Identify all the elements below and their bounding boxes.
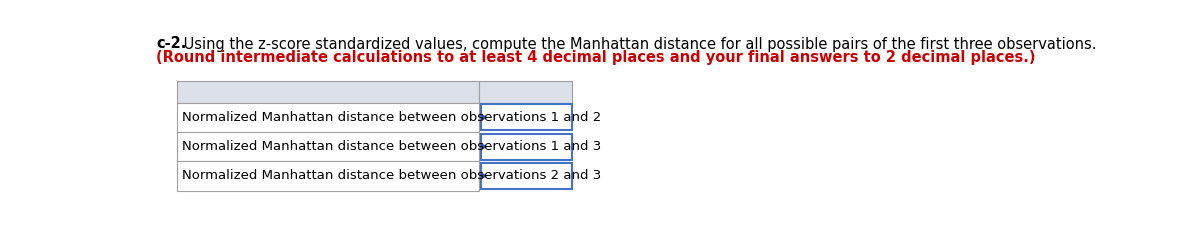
Text: Normalized Manhattan distance between observations 1 and 3: Normalized Manhattan distance between ob…	[181, 140, 601, 153]
Bar	[178, 103, 479, 132]
Text: Normalized Manhattan distance between observations 1 and 2: Normalized Manhattan distance between ob…	[181, 111, 601, 124]
Polygon shape	[481, 174, 486, 178]
Text: (Round intermediate calculations to at least 4 decimal places and your final ans: (Round intermediate calculations to at l…	[156, 50, 1036, 65]
Bar	[178, 81, 479, 103]
Text: c-2.: c-2.	[156, 36, 186, 52]
Bar	[481, 104, 572, 130]
Text: Using the z-score standardized values, compute the Manhattan distance for all po: Using the z-score standardized values, c…	[180, 36, 1097, 52]
Bar	[178, 161, 479, 191]
Polygon shape	[481, 115, 486, 120]
Text: Normalized Manhattan distance between observations 2 and 3: Normalized Manhattan distance between ob…	[181, 169, 601, 182]
Bar	[481, 133, 572, 160]
Bar	[178, 132, 479, 161]
Polygon shape	[481, 144, 486, 149]
Bar	[481, 163, 572, 189]
Bar	[479, 81, 572, 103]
